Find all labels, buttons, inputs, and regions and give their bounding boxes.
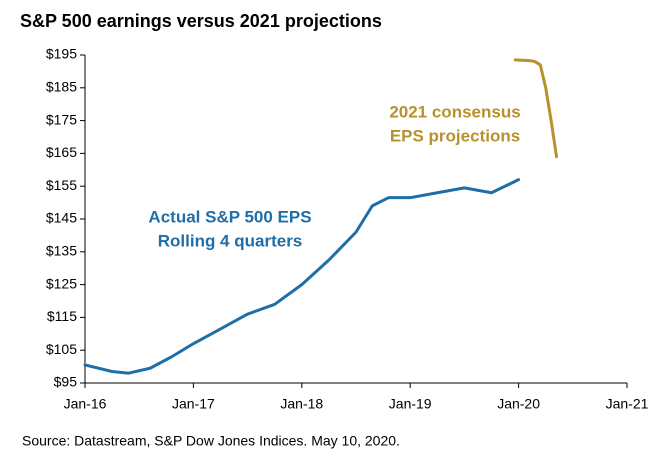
x-tick-label: Jan-21 bbox=[606, 396, 649, 412]
y-tick-label: $95 bbox=[54, 374, 78, 390]
y-tick-label: $145 bbox=[46, 210, 77, 226]
series-line bbox=[513, 58, 559, 159]
annotation: 2021 consensus bbox=[389, 102, 520, 121]
x-tick-label: Jan-18 bbox=[280, 396, 323, 412]
annotation: Rolling 4 quarters bbox=[158, 231, 303, 250]
y-tick-label: $185 bbox=[46, 79, 77, 95]
x-tick-label: Jan-17 bbox=[172, 396, 215, 412]
x-tick-label: Jan-20 bbox=[497, 396, 540, 412]
y-tick-label: $125 bbox=[46, 275, 77, 291]
y-tick-label: $155 bbox=[46, 177, 77, 193]
annotation: EPS projections bbox=[390, 126, 520, 145]
y-tick-label: $105 bbox=[46, 341, 77, 357]
source-note: Source: Datastream, S&P Dow Jones Indice… bbox=[22, 433, 400, 449]
x-tick-label: Jan-16 bbox=[64, 396, 107, 412]
series-line bbox=[83, 178, 521, 375]
y-tick-label: $195 bbox=[46, 46, 77, 62]
x-tick-label: Jan-19 bbox=[389, 396, 432, 412]
y-tick-label: $115 bbox=[47, 308, 77, 324]
y-tick-label: $175 bbox=[46, 111, 77, 127]
y-tick-label: $135 bbox=[46, 243, 77, 259]
chart-title: S&P 500 earnings versus 2021 projections bbox=[20, 11, 382, 31]
y-tick-label: $165 bbox=[46, 144, 77, 160]
annotation: Actual S&P 500 EPS bbox=[148, 207, 311, 226]
